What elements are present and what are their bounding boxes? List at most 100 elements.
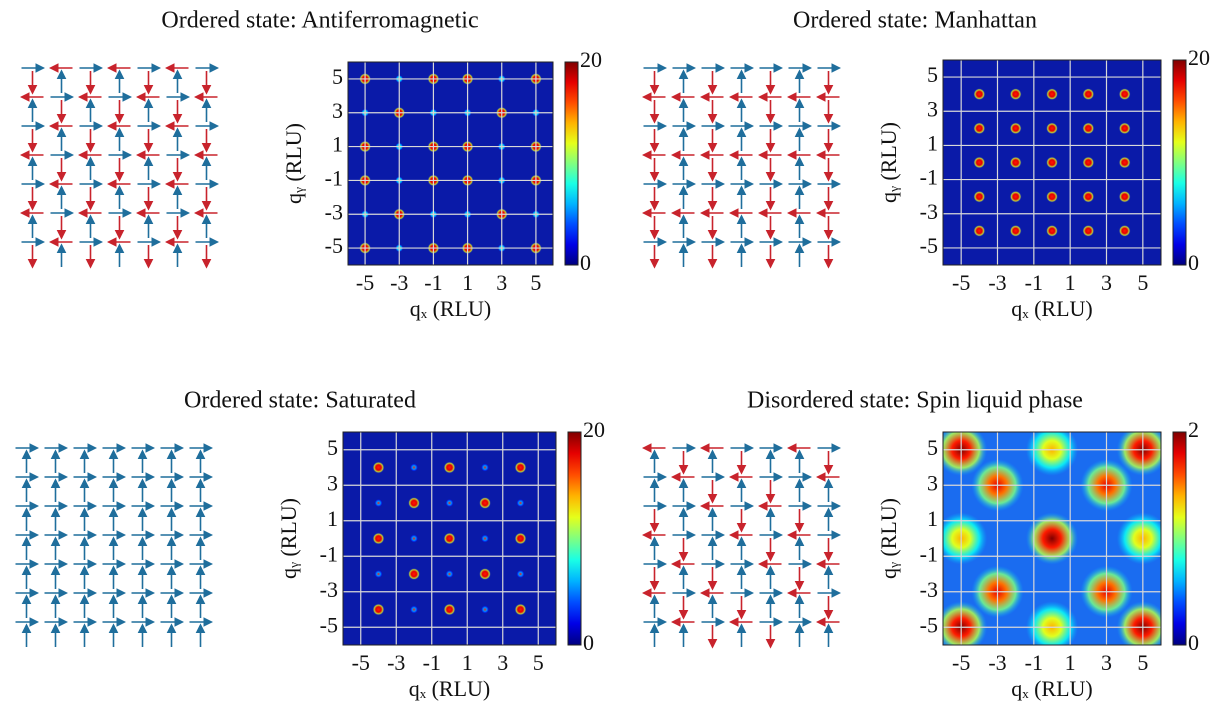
peaks	[973, 88, 1131, 237]
peaks	[372, 461, 527, 616]
peak	[410, 534, 418, 543]
y-axis-label: qᵧ (RLU)	[281, 123, 306, 204]
peak	[973, 122, 986, 135]
y-tick-label: -5	[920, 612, 938, 637]
peak	[1026, 512, 1078, 565]
x-tick-label: -5	[952, 270, 970, 295]
spin-lattice	[19, 63, 220, 269]
y-tick-label: 1	[332, 132, 343, 157]
peak	[443, 532, 456, 545]
x-tick-label: 5	[530, 270, 541, 295]
peak	[1116, 601, 1161, 645]
y-tick-label: 5	[927, 62, 938, 87]
peak	[410, 605, 418, 614]
y-axis-label: qᵧ (RLU)	[876, 498, 901, 579]
peak	[1118, 224, 1131, 237]
peak	[445, 570, 454, 578]
x-tick-label: 1	[462, 270, 473, 295]
x-tick-label: 5	[1137, 650, 1148, 675]
y-tick-label: -5	[320, 612, 338, 637]
plot-frame	[347, 61, 554, 266]
y-tick-label: -3	[920, 577, 938, 602]
x-axis-label: qₓ (RLU)	[1011, 676, 1093, 701]
peak	[943, 432, 988, 476]
peak	[1082, 88, 1095, 101]
peak	[973, 156, 986, 169]
peak	[374, 499, 383, 507]
y-tick-label: 5	[327, 435, 338, 460]
y-tick-label: -1	[325, 165, 343, 190]
peak	[1082, 156, 1095, 169]
plot-frame	[942, 59, 1162, 266]
y-tick-label: -3	[320, 577, 338, 602]
x-tick-label: -3	[387, 650, 405, 675]
peak	[943, 601, 988, 645]
x-tick-label: -3	[988, 270, 1006, 295]
peak	[1118, 88, 1131, 101]
peak	[1046, 156, 1058, 169]
peak	[1046, 190, 1058, 203]
peak	[516, 499, 525, 507]
x-tick-label: -1	[424, 270, 442, 295]
peak	[1116, 432, 1161, 476]
peak	[408, 497, 420, 509]
x-tick-label: 1	[1065, 270, 1076, 295]
y-axis-label: qᵧ (RLU)	[276, 498, 301, 579]
peak	[514, 603, 527, 616]
peak	[1026, 432, 1078, 476]
x-tick-label: -3	[390, 270, 408, 295]
peak	[1116, 512, 1161, 565]
colorbar	[1172, 431, 1187, 646]
peak	[372, 461, 385, 474]
y-tick-label: 5	[927, 435, 938, 460]
colorbar-tick-label: 2	[1188, 417, 1199, 442]
peak	[1118, 156, 1131, 169]
plot-background	[348, 62, 553, 265]
peak	[445, 499, 454, 507]
x-tick-label: 3	[1101, 650, 1112, 675]
peak	[1082, 190, 1095, 203]
peak	[1046, 122, 1058, 135]
x-axis-label: qₓ (RLU)	[410, 296, 492, 321]
colorbar-tick-label: 0	[1188, 250, 1199, 275]
peak	[514, 461, 527, 474]
peak	[481, 463, 489, 472]
peak	[1046, 88, 1058, 101]
y-tick-label: 5	[332, 64, 343, 89]
peak	[374, 570, 383, 578]
x-tick-label: 1	[1065, 650, 1076, 675]
y-tick-label: 3	[327, 470, 338, 495]
x-tick-label: -1	[1025, 270, 1043, 295]
peak	[1082, 224, 1095, 237]
peaks	[943, 432, 1161, 645]
x-tick-label: 3	[497, 650, 508, 675]
peak	[372, 603, 385, 616]
colorbar	[564, 61, 579, 266]
panel-title: Ordered state: Manhattan	[793, 8, 1037, 34]
spin-lattice	[15, 443, 214, 647]
y-tick-label: -3	[325, 199, 343, 224]
y-tick-label: 3	[927, 96, 938, 121]
y-tick-label: -1	[920, 541, 938, 566]
peak	[1046, 224, 1058, 237]
x-axis-label: qₓ (RLU)	[409, 676, 491, 701]
plot-frame	[342, 431, 557, 646]
peak	[410, 463, 418, 472]
x-tick-label: -1	[423, 650, 441, 675]
peak	[1009, 156, 1022, 169]
peak	[1118, 190, 1131, 203]
x-tick-label: -3	[988, 650, 1006, 675]
peak	[443, 461, 456, 474]
peak	[514, 532, 527, 545]
panel-title: Disordered state: Spin liquid phase	[747, 388, 1083, 414]
y-axis-label: qᵧ (RLU)	[876, 122, 901, 203]
peak	[1026, 601, 1078, 645]
x-tick-label: -5	[952, 650, 970, 675]
colorbar	[567, 431, 582, 646]
spin-lattice	[641, 63, 842, 269]
y-tick-label: -1	[920, 165, 938, 190]
colorbar-tick-label: 0	[580, 250, 591, 275]
peak	[443, 603, 456, 616]
peak	[408, 568, 420, 580]
